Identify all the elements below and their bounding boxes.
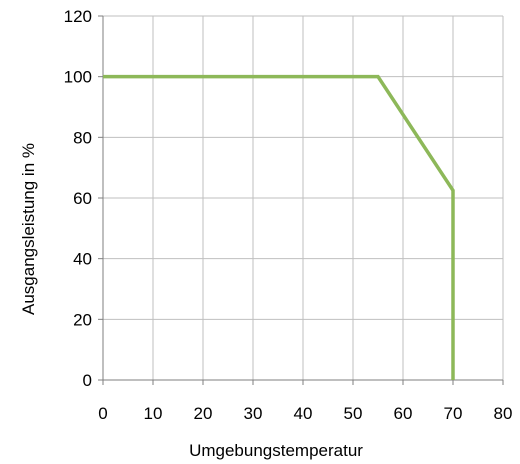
x-tick-label: 70 xyxy=(444,404,463,423)
x-tick-label: 50 xyxy=(344,404,363,423)
y-tick-label: 60 xyxy=(73,189,92,208)
x-tick-label: 80 xyxy=(494,404,513,423)
y-axis-title: Ausgangsleistung in % xyxy=(19,143,38,315)
x-tick-label: 60 xyxy=(394,404,413,423)
grid xyxy=(103,15,504,380)
y-tick-labels: 0 20 40 60 80 100 120 xyxy=(64,7,92,390)
x-tick-label: 40 xyxy=(294,404,313,423)
x-tick-label: 20 xyxy=(194,404,213,423)
x-axis-title: Umgebungstemperatur xyxy=(189,441,363,460)
x-tick-label: 30 xyxy=(244,404,263,423)
y-tick-label: 80 xyxy=(73,128,92,147)
y-tick-label: 120 xyxy=(64,7,92,26)
x-tick-label: 0 xyxy=(98,404,107,423)
x-tick-labels: 0 10 20 30 40 50 60 70 80 xyxy=(98,404,512,423)
series-line xyxy=(103,74,455,380)
y-tick-label: 0 xyxy=(83,371,92,390)
y-tick-label: 100 xyxy=(64,68,92,87)
y-tick-label: 20 xyxy=(73,310,92,329)
y-tick-label: 40 xyxy=(73,250,92,269)
series-layer xyxy=(103,74,455,380)
axes xyxy=(98,15,504,385)
x-tick-label: 10 xyxy=(144,404,163,423)
